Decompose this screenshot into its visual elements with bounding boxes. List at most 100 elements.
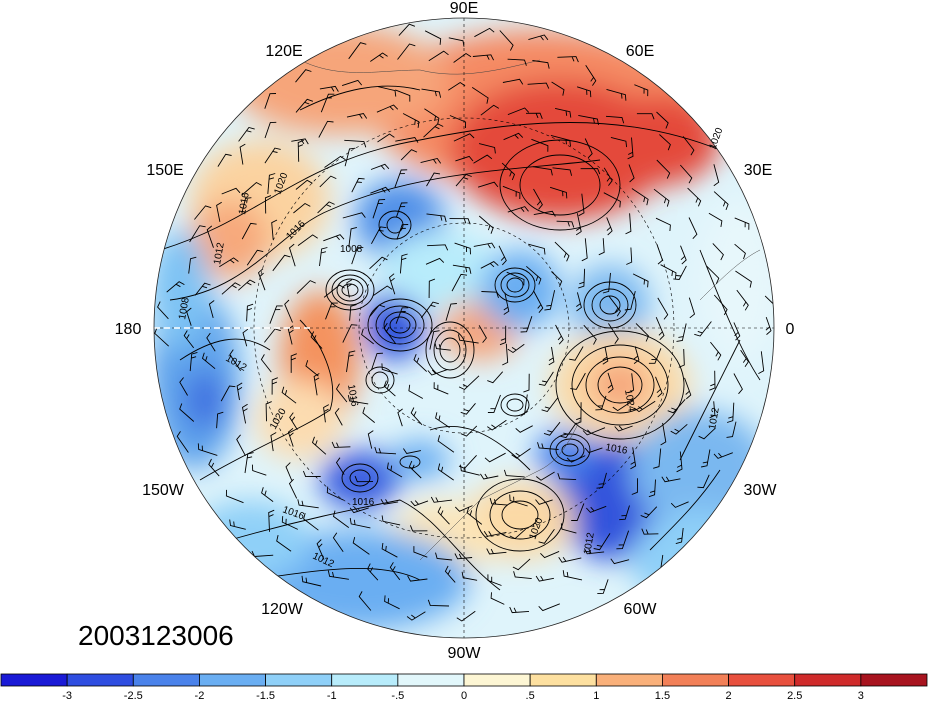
wind-barb bbox=[396, 224, 409, 240]
wind-barb bbox=[272, 254, 291, 272]
wind-barb bbox=[388, 273, 396, 295]
wind-barb bbox=[670, 423, 688, 435]
wind-barb bbox=[216, 201, 222, 222]
wind-barb bbox=[473, 154, 493, 164]
colorbar-tick-label: 2.5 bbox=[787, 690, 802, 702]
wind-barb bbox=[764, 295, 774, 313]
coastlines bbox=[299, 59, 761, 561]
wind-barb bbox=[515, 425, 533, 433]
wind-barbs bbox=[154, 23, 774, 622]
wind-barb bbox=[239, 143, 246, 165]
wind-barb bbox=[607, 372, 614, 393]
wind-barb bbox=[400, 149, 418, 161]
colorbar-box bbox=[794, 673, 862, 687]
wind-barb bbox=[603, 192, 621, 208]
wind-barb bbox=[660, 264, 677, 279]
wind-barb bbox=[281, 386, 297, 404]
wind-barb bbox=[550, 134, 571, 147]
wind-barb bbox=[370, 163, 390, 170]
wind-barb bbox=[507, 206, 529, 213]
wind-barb bbox=[352, 536, 370, 555]
wind-barb bbox=[351, 247, 364, 265]
wind-barb bbox=[734, 243, 746, 260]
wind-barb bbox=[241, 403, 248, 424]
wind-barb bbox=[281, 516, 298, 530]
wind-barb bbox=[319, 175, 337, 188]
wind-barb bbox=[580, 168, 601, 175]
wind-barb bbox=[362, 407, 375, 423]
wind-barb bbox=[358, 591, 372, 611]
wind-barb bbox=[435, 412, 450, 428]
wind-barb bbox=[454, 505, 473, 512]
wind-barb bbox=[571, 503, 585, 521]
wind-barb bbox=[634, 84, 649, 97]
wind-barb bbox=[319, 85, 339, 92]
wind-barb bbox=[680, 245, 687, 265]
lon-label-90w: 90W bbox=[448, 645, 482, 660]
wind-barb bbox=[186, 307, 192, 326]
wind-barb bbox=[502, 78, 524, 85]
wind-barb bbox=[301, 575, 322, 587]
wind-barb bbox=[344, 147, 356, 167]
wind-barb bbox=[538, 529, 555, 544]
wind-barb bbox=[189, 225, 206, 243]
wind-barb bbox=[296, 280, 316, 294]
wind-barb bbox=[194, 282, 211, 296]
colorbar-tick-label: 1 bbox=[593, 690, 599, 702]
colorbar-tick-label: 3 bbox=[858, 690, 864, 702]
wind-barb bbox=[428, 50, 449, 62]
wind-barb bbox=[487, 574, 502, 586]
wind-barb bbox=[406, 611, 426, 621]
wind-barb bbox=[597, 579, 609, 595]
wind-barb bbox=[197, 443, 218, 456]
wind-barb bbox=[407, 575, 428, 582]
wind-barb bbox=[466, 506, 483, 525]
wind-barb bbox=[241, 197, 252, 214]
wind-barb bbox=[606, 88, 627, 101]
wind-barb bbox=[585, 65, 597, 86]
wind-barb bbox=[598, 238, 605, 256]
colorbar-tick-label: -.5 bbox=[391, 690, 404, 702]
wind-barb bbox=[460, 464, 480, 476]
wind-barb bbox=[676, 451, 683, 473]
wind-barb bbox=[370, 186, 391, 194]
wind-barb bbox=[454, 242, 471, 255]
wind-barb bbox=[612, 399, 635, 412]
wind-barb bbox=[554, 241, 570, 262]
wind-barb bbox=[713, 164, 720, 187]
wind-barb bbox=[371, 226, 387, 245]
wind-barb bbox=[575, 402, 582, 425]
wind-barb bbox=[323, 404, 330, 423]
wind-barb bbox=[602, 272, 611, 294]
wind-barb bbox=[688, 217, 698, 240]
contour-label: 1020 bbox=[707, 126, 725, 151]
wind-barb bbox=[201, 352, 216, 370]
wind-barb bbox=[543, 421, 561, 436]
wind-barb bbox=[660, 422, 667, 446]
wind-barb bbox=[427, 599, 450, 607]
wind-barb bbox=[265, 401, 272, 422]
wind-barb bbox=[656, 159, 671, 179]
timestamp-label: 2003123006 bbox=[78, 620, 234, 651]
wind-barb bbox=[570, 372, 586, 390]
wind-barb bbox=[310, 331, 323, 349]
wind-barb bbox=[480, 104, 500, 116]
wind-barb bbox=[288, 478, 298, 499]
wind-barb bbox=[297, 234, 318, 246]
wind-barb bbox=[319, 247, 328, 267]
wind-barb bbox=[502, 185, 521, 200]
wind-barb bbox=[342, 212, 366, 219]
wind-barb bbox=[507, 343, 525, 354]
wind-barb bbox=[427, 244, 449, 251]
wind-barb bbox=[208, 300, 215, 319]
wind-barb bbox=[477, 181, 499, 188]
wind-barb bbox=[389, 562, 401, 581]
colorbar-box bbox=[728, 673, 796, 687]
wind-barb bbox=[183, 330, 195, 349]
wind-barb bbox=[518, 394, 528, 416]
colorbar-tick-label: -1.5 bbox=[256, 690, 275, 702]
wind-barb bbox=[548, 346, 555, 366]
wind-barb bbox=[408, 384, 424, 399]
wind-barb bbox=[487, 371, 504, 384]
wind-barb bbox=[655, 376, 663, 398]
